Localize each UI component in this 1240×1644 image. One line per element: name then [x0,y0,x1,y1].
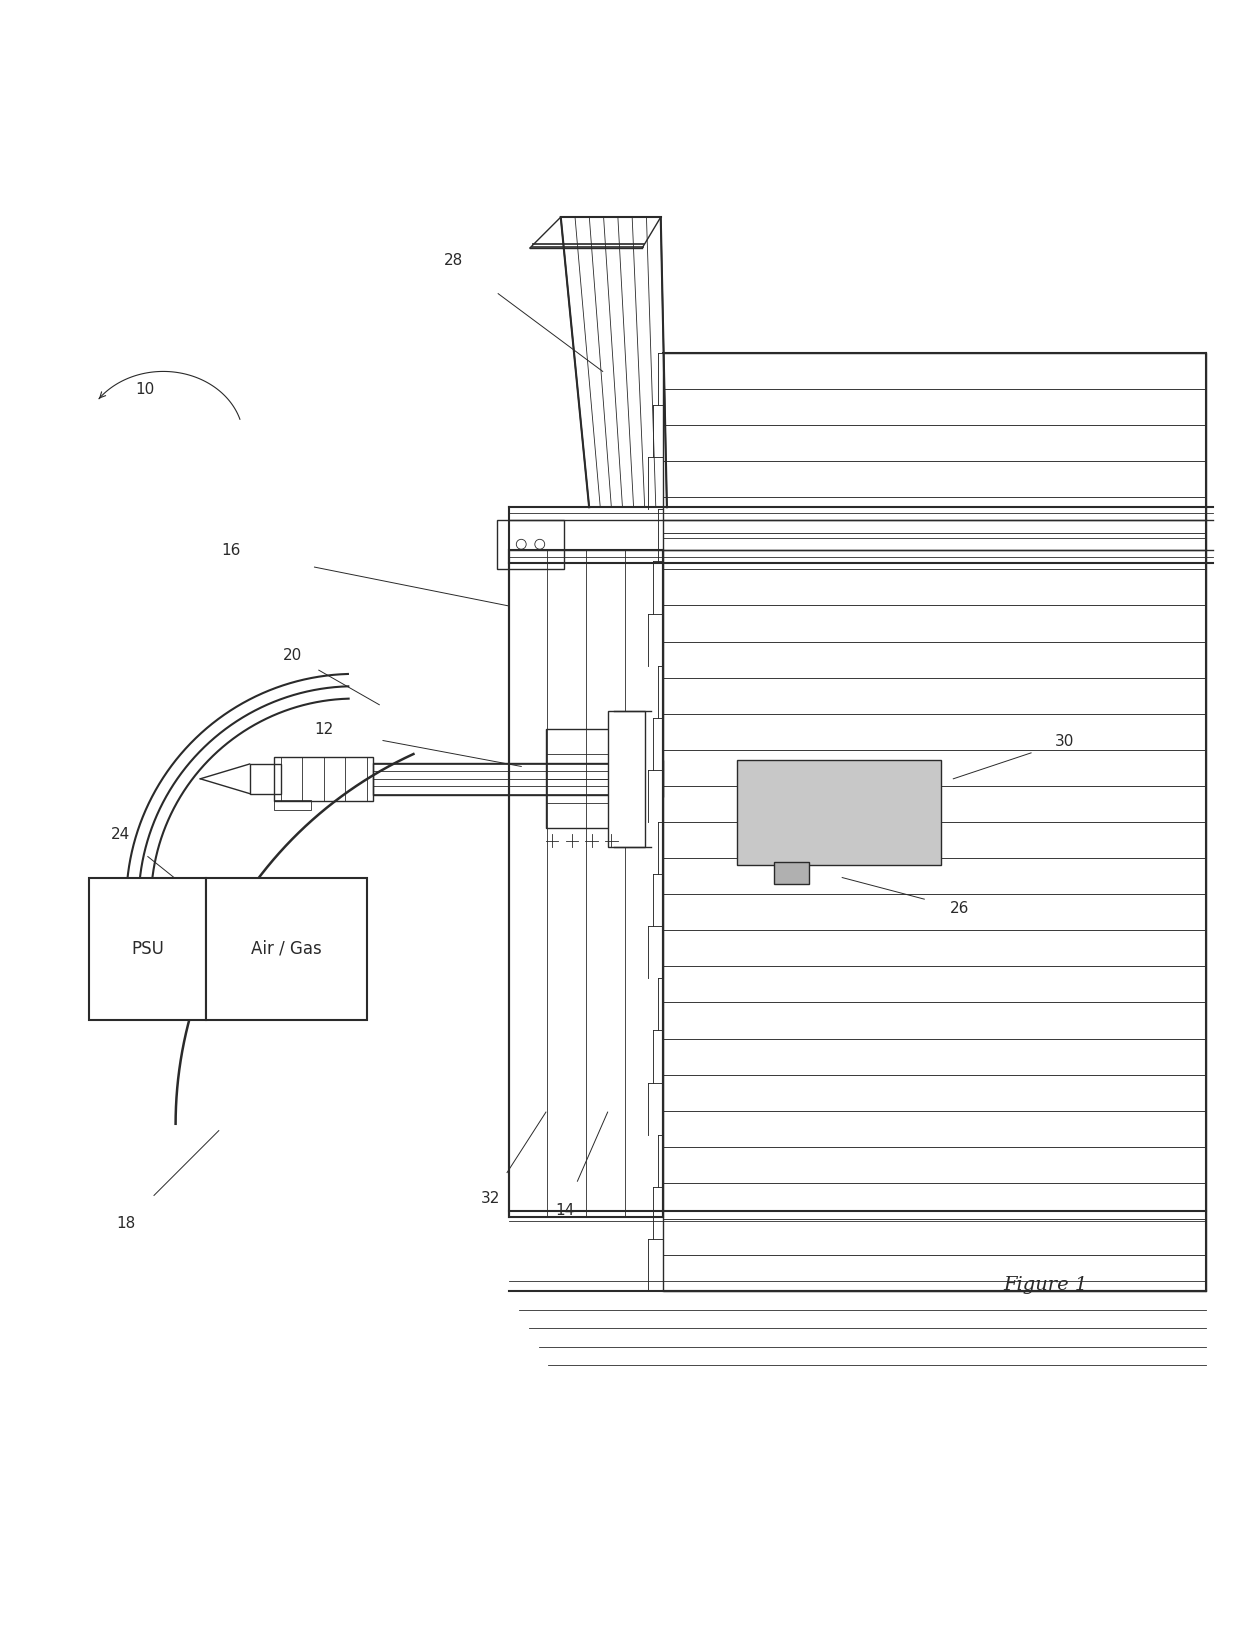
Text: 30: 30 [1055,735,1074,750]
Bar [663,353,1207,1291]
Text: Figure 1: Figure 1 [1003,1276,1087,1294]
Bar [738,760,941,865]
Text: PSU: PSU [131,939,164,957]
Text: 20: 20 [283,648,303,663]
Bar [508,551,663,1217]
Text: 10: 10 [135,383,154,398]
Bar [274,756,373,801]
Text: 32: 32 [481,1190,500,1207]
Text: 16: 16 [222,543,241,557]
Bar [373,763,632,794]
Text: 26: 26 [950,901,970,916]
Text: 24: 24 [110,827,130,842]
Bar [207,878,367,1019]
Text: 28: 28 [444,253,463,268]
Bar [774,861,808,884]
Text: 14: 14 [554,1203,574,1218]
Bar [274,799,311,809]
Bar [546,730,632,829]
Text: Air / Gas: Air / Gas [252,939,322,957]
Bar [89,878,207,1019]
Bar [608,710,645,847]
Text: 12: 12 [314,722,334,737]
Bar [496,520,564,569]
Bar [249,764,280,794]
Text: 18: 18 [117,1215,136,1231]
